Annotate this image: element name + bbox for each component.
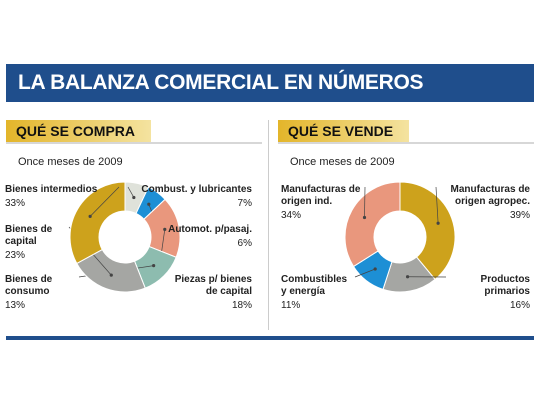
subtitle: Once meses de 2009 bbox=[290, 156, 395, 168]
leader-dot bbox=[405, 275, 410, 279]
segment-label: Manufacturas de origen ind. bbox=[281, 184, 361, 207]
divider bbox=[268, 120, 269, 330]
leader-dot bbox=[436, 221, 440, 225]
segment-label-group: Bienes de consumo 13% bbox=[5, 274, 75, 312]
value-label: 6% bbox=[237, 238, 252, 249]
segment-label-group: Bienes intermedios 33% bbox=[5, 184, 115, 210]
donut-segment bbox=[399, 181, 456, 281]
section-title: QUÉ SE VENDE bbox=[278, 120, 410, 142]
value-label: 13% bbox=[5, 300, 26, 311]
segment-label-group: Productos primarios 16% bbox=[450, 274, 530, 312]
banner-title: LA BALANZA COMERCIAL EN NÚMEROS bbox=[6, 64, 534, 102]
segment-label: Piezas p/ bienes de capital bbox=[174, 274, 252, 297]
segment-label-group: Manufacturas de origen ind. 34% bbox=[281, 184, 361, 222]
leader-line bbox=[127, 186, 135, 198]
segment-label: Productos primarios bbox=[480, 274, 530, 297]
segment-label: Bienes intermedios bbox=[5, 184, 98, 195]
subtitle: Once meses de 2009 bbox=[18, 156, 123, 168]
donut-segment bbox=[69, 181, 126, 265]
segment-label: Bienes de consumo bbox=[5, 274, 53, 297]
bottom-rule bbox=[6, 336, 534, 340]
segment-label-group: Bienes de capital 23% bbox=[5, 224, 65, 262]
leader-dot bbox=[152, 264, 156, 268]
segment-label-group: Manufacturas de origen agropec. 39% bbox=[440, 184, 530, 222]
value-label: 33% bbox=[5, 198, 26, 209]
leader-line bbox=[354, 268, 376, 278]
value-label: 23% bbox=[5, 250, 26, 261]
segment-label-group: Combustibles y energía 11% bbox=[281, 274, 351, 312]
value-label: 11% bbox=[281, 300, 301, 311]
leader-dot bbox=[373, 267, 377, 271]
segment-label-group: Combust. y lubricantes 7% bbox=[132, 184, 252, 210]
leader-dot bbox=[132, 195, 136, 200]
segment-label: Bienes de capital bbox=[5, 224, 53, 247]
donut-segment bbox=[344, 181, 401, 268]
leader-line bbox=[435, 186, 439, 224]
value-label: 34% bbox=[281, 210, 302, 221]
leader-dot bbox=[109, 273, 113, 277]
segment-label-group: Automot. p/pasaj. 6% bbox=[162, 224, 252, 250]
segment-label-group: Piezas p/ bienes de capital 18% bbox=[162, 274, 252, 312]
value-label: 39% bbox=[509, 210, 530, 221]
section-title: QUÉ SE COMPRA bbox=[6, 120, 152, 142]
segment-label: Automot. p/pasaj. bbox=[168, 224, 252, 235]
leader-line bbox=[89, 186, 120, 217]
segment-label: Combust. y lubricantes bbox=[141, 184, 252, 195]
leader-dot bbox=[88, 214, 92, 218]
section-header: QUÉ SE VENDE bbox=[278, 120, 534, 144]
leader-dot bbox=[163, 227, 167, 232]
leader-dot bbox=[147, 202, 151, 206]
section-header: QUÉ SE COMPRA bbox=[6, 120, 262, 144]
value-label: 18% bbox=[231, 300, 252, 311]
value-label: 16% bbox=[509, 300, 530, 311]
segment-label: Manufacturas de origen agropec. bbox=[450, 184, 530, 207]
leader-dot bbox=[362, 215, 367, 220]
segment-label: Combustibles y energía bbox=[281, 274, 348, 297]
value-label: 7% bbox=[237, 198, 252, 209]
